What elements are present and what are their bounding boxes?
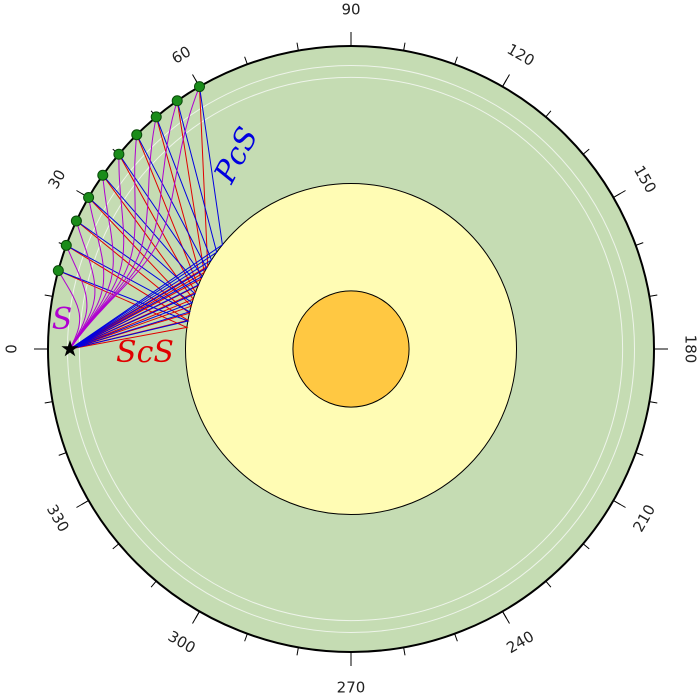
major-tick <box>613 500 626 508</box>
ray-path <box>69 197 105 350</box>
theta-tick-label: 210 <box>629 501 659 535</box>
ray-path <box>69 116 202 350</box>
major-tick <box>613 190 626 198</box>
ray-path <box>58 270 189 350</box>
station <box>97 169 109 181</box>
ray-path <box>69 116 213 350</box>
ray-path <box>69 153 203 350</box>
minor-tick <box>454 56 458 65</box>
ray-path <box>69 86 200 350</box>
station <box>131 129 143 141</box>
ray-path <box>69 100 205 350</box>
minor-tick <box>635 242 644 246</box>
major-tick <box>502 74 510 87</box>
minor-tick <box>112 543 120 550</box>
theta-tick-label: 90 <box>341 1 360 19</box>
theta-tick-label: 300 <box>165 627 199 657</box>
ray-path <box>58 270 190 350</box>
minor-tick <box>454 633 458 642</box>
theta-tick-label: 30 <box>44 166 69 192</box>
ray-path <box>69 154 125 350</box>
minor-tick <box>58 452 67 456</box>
minor-tick <box>649 401 658 404</box>
theta-tick-label: 120 <box>504 40 538 70</box>
theta-tick-label: 240 <box>503 627 537 657</box>
theta-tick-label: 330 <box>43 501 73 535</box>
ray-path <box>69 220 194 350</box>
theta-tick-label: 180 <box>682 335 700 364</box>
source <box>61 340 79 357</box>
station <box>171 95 183 107</box>
discontinuity <box>78 76 624 622</box>
phase-label: S <box>52 302 73 337</box>
phase-label: ScS <box>116 335 174 370</box>
minor-tick <box>44 401 53 404</box>
ray-path <box>69 116 157 350</box>
ray-path <box>69 175 114 350</box>
minor-tick <box>582 148 590 155</box>
ray-path <box>69 220 96 350</box>
ray-path <box>69 174 200 350</box>
theta-tick-label: 150 <box>630 162 660 196</box>
major-tick <box>76 500 89 508</box>
ray-path <box>57 270 81 350</box>
minor-tick <box>296 42 299 51</box>
minor-tick <box>296 647 299 656</box>
ray-path <box>69 100 218 350</box>
station <box>194 81 205 93</box>
minor-tick <box>150 580 157 588</box>
minor-tick <box>244 633 248 642</box>
ray-path <box>69 134 138 350</box>
ray-path <box>69 86 223 350</box>
minor-tick <box>635 452 644 456</box>
station <box>150 111 162 123</box>
major-tick <box>502 611 510 624</box>
theta-tick-label: 270 <box>337 679 366 697</box>
minor-tick <box>545 580 552 588</box>
ray-path <box>66 244 191 350</box>
minor-tick <box>545 110 552 118</box>
ray-path <box>65 245 88 350</box>
earth-layer <box>292 290 410 408</box>
station <box>113 148 125 160</box>
theta-tick-label: 60 <box>168 42 194 67</box>
ray-path <box>69 174 194 350</box>
minor-tick <box>244 56 248 65</box>
station <box>60 239 72 251</box>
minor-tick <box>582 543 590 550</box>
minor-tick <box>44 294 53 297</box>
ray-path <box>69 197 192 350</box>
station <box>52 265 64 277</box>
ray-path <box>69 197 196 350</box>
station <box>83 192 95 203</box>
ray-path <box>69 134 208 350</box>
minor-tick <box>649 294 658 297</box>
major-tick <box>192 611 200 624</box>
theta-tick-label: 0 <box>3 344 21 354</box>
minor-tick <box>403 42 406 51</box>
station <box>70 215 82 227</box>
minor-tick <box>403 647 406 656</box>
